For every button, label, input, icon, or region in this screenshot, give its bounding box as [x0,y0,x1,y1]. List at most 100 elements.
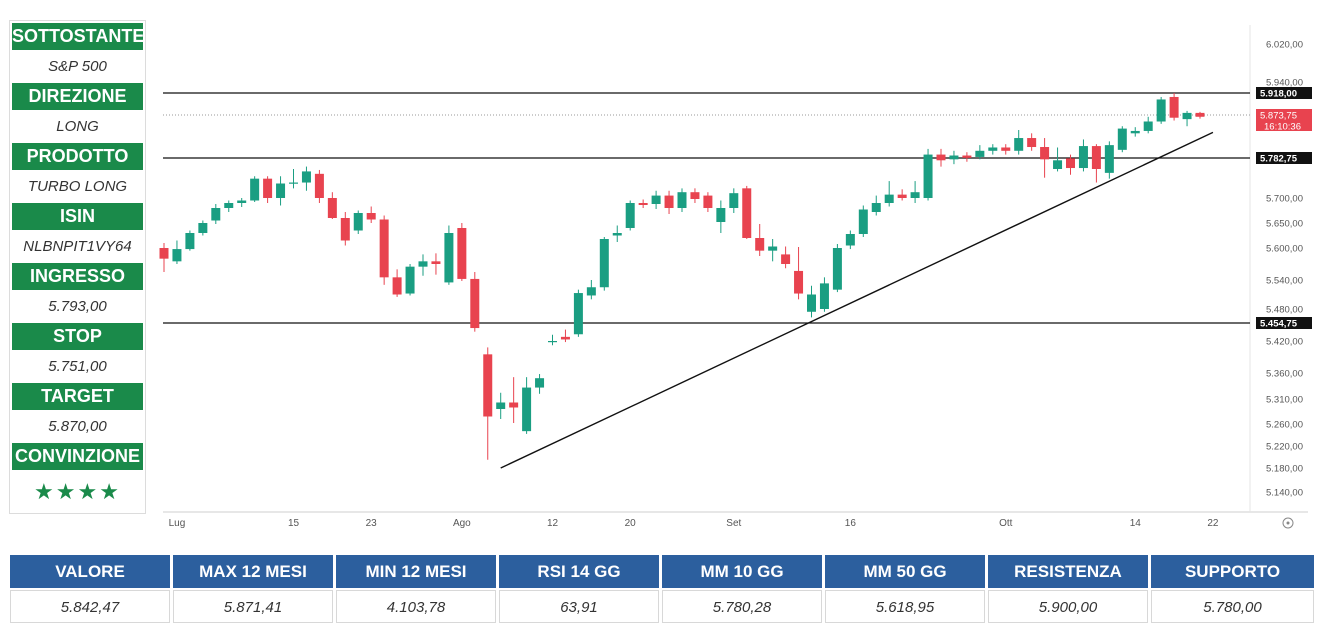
candle-down [794,270,804,294]
x-tick-label: Ago [453,518,471,529]
x-tick-label: 14 [1130,518,1142,529]
level-tag [1256,87,1312,99]
candle-down [340,218,350,241]
candle-down [742,188,752,238]
candle-up [211,208,221,221]
candle-down [483,354,493,417]
y-tick-label: 5.220,00 [1266,442,1303,453]
candle-up [923,154,933,198]
candle-down [431,261,441,264]
candle-up [1053,160,1063,169]
candle-down [1040,147,1050,160]
candle-up [535,378,545,388]
candle-up [224,203,234,208]
label-stop: STOP [12,323,143,350]
candle-down [690,192,700,199]
header-mm-10-gg: MM 10 GG [662,555,822,588]
candle-down [781,254,791,264]
candle-down [263,178,273,198]
candle-up [586,287,596,296]
candle-up [353,213,363,231]
cell-supporto: 5.780,00 [1151,590,1314,623]
x-tick-label: Lug [169,518,186,529]
candle-up [832,248,842,290]
chart-svg: 6.020,00 5.940,00 5.700,00 5.650,00 5.600,00… [159,25,1312,529]
candle-up [677,192,687,208]
candle-up [988,147,998,151]
countdown-label: 16:10:36 [1264,122,1301,133]
cell-rsi-14-gg: 63,91 [499,590,659,623]
trendline [500,131,1214,469]
candle-up [185,233,195,250]
candle-down [936,154,946,161]
y-tick-label: 5.260,00 [1266,420,1303,431]
value-prodotto: TURBO LONG [27,178,128,195]
x-tick-label: 12 [547,518,559,529]
x-tick-label: 15 [288,518,300,529]
value-isin: NLBNPIT1VY64 [23,238,132,255]
candle-up [548,341,557,343]
rating-stars: ★★★★ [34,479,121,504]
candle-down [1066,158,1075,169]
candle-down [897,194,907,198]
candle-up [871,203,881,212]
candle-up [910,192,920,198]
candle-up [237,200,247,203]
header-rsi-14-gg: RSI 14 GG [499,555,659,588]
candle-down [664,195,674,208]
candle-up [172,249,182,262]
x-tick-label: 16 [845,518,857,529]
header-max-12-mesi: MAX 12 MESI [173,555,333,588]
value-target: 5.870,00 [48,418,107,435]
y-tick-label: 5.650,00 [1266,219,1303,230]
label-prodotto: PRODOTTO [12,143,143,170]
y-tick-label: 5.940,00 [1266,78,1303,89]
candle-up [250,178,260,201]
candle-down [1027,138,1037,148]
candle-up [1117,128,1127,150]
candle-down [327,198,337,218]
y-tick-label: 5.480,00 [1266,305,1303,316]
candle-up [522,387,532,432]
candle-up [845,234,855,246]
y-tick-label: 6.020,00 [1266,40,1303,51]
y-tick-label: 5.700,00 [1266,194,1303,205]
candle-up [819,283,829,309]
y-tick-label: 5.600,00 [1266,244,1303,255]
candle-up [884,194,894,203]
current-price-tag [1256,109,1312,131]
candle-down [1169,96,1179,118]
candle-down [457,228,467,279]
candle-down [962,155,972,158]
candle-down [379,219,389,278]
cell-mm-50-gg: 5.618,95 [825,590,985,623]
value-stop: 5.751,00 [48,358,107,375]
stats-table: VALORE MAX 12 MESI MIN 12 MESI RSI 14 GG… [10,555,1314,623]
value-ingresso: 5.793,00 [48,298,107,315]
label-target: TARGET [12,383,143,410]
candle-up [405,266,415,294]
info-panel: SOTTOSTANTE S&P 500 DIREZIONE LONG PRODO… [9,20,146,514]
y-tick-label: 5.310,00 [1266,395,1303,406]
x-tick-label: 22 [1207,518,1219,529]
candle-up [1104,145,1114,173]
level-tag-label: 5.454,75 [1260,319,1298,330]
candle-up [716,208,726,222]
candle-down [560,336,570,340]
cell-min-12-mesi: 4.103,78 [336,590,496,623]
candle-up [807,294,816,312]
x-tick-label: 23 [366,518,378,529]
price-chart[interactable]: 6.020,00 5.940,00 5.700,00 5.650,00 5.600,00… [148,15,1318,537]
candle-up [444,233,454,283]
label-sottostante: SOTTOSTANTE [12,23,144,50]
candle-up [1078,146,1088,169]
x-tick-label: Set [726,518,741,529]
y-tick-label: 5.140,00 [1266,488,1303,499]
settings-icon-dot [1286,521,1290,525]
candle-up [858,209,868,234]
candle-up [1130,130,1140,134]
label-isin: ISIN [12,203,143,230]
candle-up [729,193,739,208]
candle-down [1195,112,1205,117]
cell-max-12-mesi: 5.871,41 [173,590,333,623]
